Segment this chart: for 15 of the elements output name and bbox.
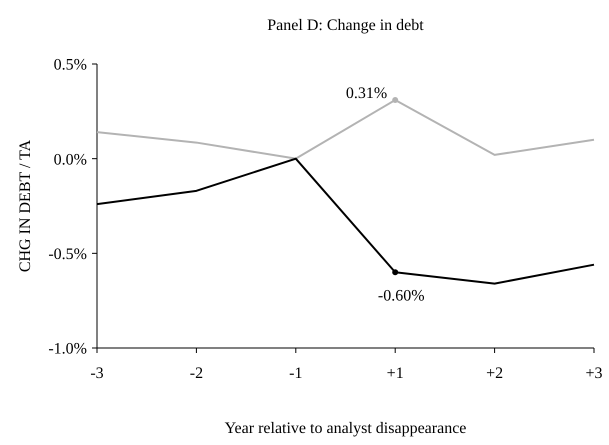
x-tick-label: -2 bbox=[190, 365, 204, 382]
chart-title: Panel D: Change in debt bbox=[267, 17, 424, 34]
x-tick-label: +1 bbox=[386, 365, 404, 382]
x-tick-label: +2 bbox=[486, 365, 504, 382]
x-tick-label: -1 bbox=[289, 365, 302, 382]
y-tick-label: -0.5% bbox=[48, 246, 87, 263]
annotation: 0.31% bbox=[346, 84, 388, 102]
y-tick-label: 0.5% bbox=[54, 56, 87, 74]
x-tick-label: +3 bbox=[585, 365, 603, 382]
y-axis-title: CHG IN DEBT / TA bbox=[17, 139, 34, 272]
y-tick-label: -1.0% bbox=[48, 340, 87, 358]
x-axis-title: Year relative to analyst disappearance bbox=[224, 420, 466, 437]
x-tick-label: -3 bbox=[90, 365, 104, 382]
annotation: -0.60% bbox=[378, 287, 425, 304]
y-tick-label: 0.0% bbox=[54, 151, 87, 168]
